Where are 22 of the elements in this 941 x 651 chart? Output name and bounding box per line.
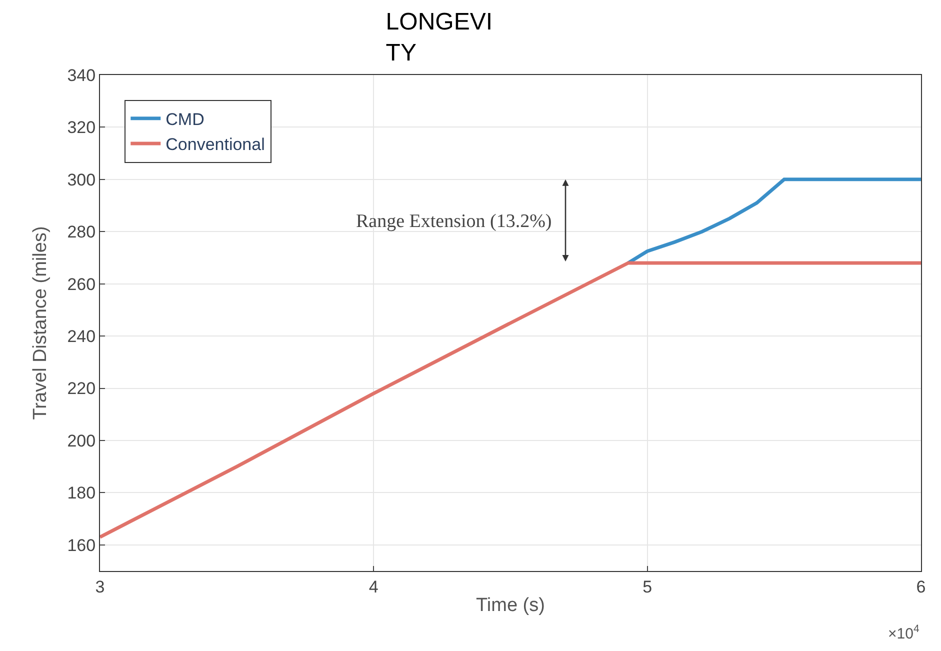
- y-tick-label: 300: [67, 170, 96, 190]
- x-tick-label: 4: [368, 577, 378, 596]
- y-tick-label: 320: [67, 118, 96, 138]
- y-tick-label: 260: [67, 274, 96, 294]
- line-series: [100, 261, 921, 539]
- y-tick-label: 280: [67, 222, 96, 242]
- y-axis-title: Travel Distance (miles): [30, 226, 52, 420]
- text: ×10$^{4}$: [888, 623, 920, 642]
- x-tick-label: 6: [916, 577, 926, 596]
- y-tick-label: 180: [67, 484, 96, 503]
- legend-label: CMD: [166, 110, 204, 129]
- y-tick-label: 240: [67, 327, 96, 346]
- legend-label: Conventional: [166, 135, 265, 154]
- y-tick-label: 200: [67, 431, 96, 450]
- x-axis-title: Time (s): [476, 595, 545, 616]
- chart-title: LONGEVI TY: [386, 8, 493, 66]
- y-tick-label: 220: [67, 379, 96, 398]
- annotation: Range Extension (13.2%): [356, 211, 552, 232]
- x-tick-label: 5: [642, 577, 652, 596]
- y-tick-label: 160: [67, 536, 96, 555]
- x-tick-label: 3: [95, 577, 105, 596]
- y-tick-label: 340: [67, 66, 96, 85]
